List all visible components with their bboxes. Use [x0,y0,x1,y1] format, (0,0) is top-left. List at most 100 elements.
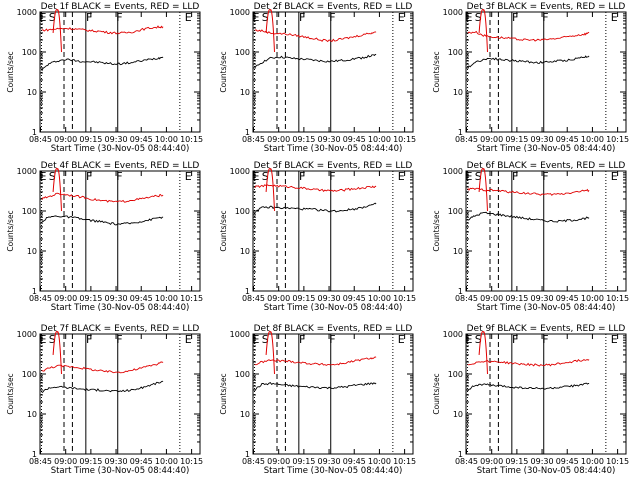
y-tick-label: 100 [235,48,250,57]
x-tick-label: 10:00 [581,135,604,144]
x-tick-label: 10:00 [155,457,178,466]
interval-marker: F [86,170,92,183]
interval-marker: F [299,170,305,183]
x-tick-label: 09:30 [531,294,554,303]
y-tick-label: 1000 [230,167,250,176]
lld-series-line [467,30,590,42]
y-tick-label: 1 [245,128,250,137]
x-tick-label: 09:00 [267,457,290,466]
chart-panel-4: Det 4f BLACK = Events, RED = LLD 1 10 100 10… [6,161,203,313]
interval-marker: F [329,11,335,24]
chart-title: Det 6f BLACK = Events, RED = LLD [467,161,626,171]
x-axis-label: Start Time (30-Nov-05 08:44:40) [264,303,403,313]
interval-marker: E [185,333,192,346]
x-tick-label: 10:15 [180,457,203,466]
x-tick-label: 09:00 [480,294,503,303]
interval-marker: E [611,170,618,183]
events-series-line [467,211,590,223]
y-tick-label: 1 [458,287,463,296]
lld-series-line [41,25,164,35]
events-series-line [254,202,377,213]
y-axis-label: Counts/sec [6,210,15,251]
chart-panel-9: Det 9f BLACK = Events, RED = LLD 1 10 100 10… [432,324,629,476]
y-tick-label: 1 [458,128,463,137]
y-tick-label: 1000 [17,8,37,17]
interval-marker: E [185,170,192,183]
events-series-line [254,53,377,68]
y-tick-label: 100 [22,370,37,379]
x-tick-label: 08:45 [455,135,478,144]
interval-marker: F [299,333,305,346]
y-tick-label: 10 [27,410,37,419]
x-tick-label: 10:00 [368,457,391,466]
x-tick-label: 09:30 [531,457,554,466]
x-axis-label: Start Time (30-Nov-05 08:44:40) [477,466,616,476]
y-tick-label: 1000 [17,330,37,339]
plot-frame [39,170,201,292]
interval-marker: E [185,11,192,24]
y-tick-label: 1000 [443,167,463,176]
events-series-line [41,380,164,394]
y-tick-label: 10 [240,88,250,97]
x-tick-label: 10:15 [393,294,416,303]
lld-series-line [41,192,164,203]
y-tick-label: 1000 [230,330,250,339]
x-axis-label: Start Time (30-Nov-05 08:44:40) [264,144,403,154]
y-axis-label: Counts/sec [219,51,228,92]
y-tick-label: 10 [453,247,463,256]
lld-series-line [467,359,590,367]
x-tick-label: 09:30 [105,294,128,303]
x-tick-label: 09:45 [343,135,366,144]
interval-marker: F [116,11,122,24]
x-tick-label: 09:00 [267,294,290,303]
x-tick-label: 09:30 [105,135,128,144]
saa-spike [52,167,62,212]
interval-marker: F [542,170,548,183]
saa-spike [265,167,275,212]
plot-frame [465,170,627,292]
x-tick-label: 10:15 [606,135,629,144]
x-tick-label: 10:15 [606,457,629,466]
x-tick-label: 08:45 [242,457,265,466]
lld-series-line [254,29,377,43]
y-tick-label: 1000 [230,8,250,17]
chart-title: Det 7f BLACK = Events, RED = LLD [41,324,200,334]
y-axis-label: Counts/sec [432,210,441,251]
interval-marker: S [262,170,269,183]
x-axis-label: Start Time (30-Nov-05 08:44:40) [477,303,616,313]
x-tick-label: 08:45 [455,294,478,303]
chart-title: Det 4f BLACK = Events, RED = LLD [41,161,200,171]
chart-title: Det 3f BLACK = Events, RED = LLD [467,2,626,12]
interval-marker: F [299,11,305,24]
interval-marker: S [475,170,482,183]
y-tick-label: 100 [448,207,463,216]
plot-frame [39,333,201,455]
x-tick-label: 09:00 [267,135,290,144]
interval-marker: F [512,170,518,183]
x-tick-label: 08:45 [455,457,478,466]
x-tick-label: 10:00 [581,457,604,466]
plot-frame [39,11,201,133]
x-tick-label: 09:30 [531,135,554,144]
x-tick-label: 09:45 [556,135,579,144]
y-axis-label: Counts/sec [6,51,15,92]
x-axis-label: Start Time (30-Nov-05 08:44:40) [51,144,190,154]
chart-panel-5: Det 5f BLACK = Events, RED = LLD 1 10 100 10… [219,161,416,313]
x-axis-label: Start Time (30-Nov-05 08:44:40) [477,144,616,154]
interval-marker: E [398,11,405,24]
y-tick-label: 1 [32,287,37,296]
chart-panel-6: Det 6f BLACK = Events, RED = LLD 1 10 100 10… [432,161,629,313]
y-tick-label: 1 [458,450,463,459]
interval-marker: E [611,11,618,24]
interval-marker: F [512,11,518,24]
events-series-line [41,56,164,72]
x-tick-label: 08:45 [242,294,265,303]
x-tick-label: 10:15 [180,294,203,303]
x-tick-label: 09:45 [343,457,366,466]
interval-marker: S [49,170,56,183]
interval-marker: S [262,333,269,346]
x-tick-label: 09:30 [105,457,128,466]
x-tick-label: 10:00 [581,294,604,303]
y-axis-label: Counts/sec [432,51,441,92]
